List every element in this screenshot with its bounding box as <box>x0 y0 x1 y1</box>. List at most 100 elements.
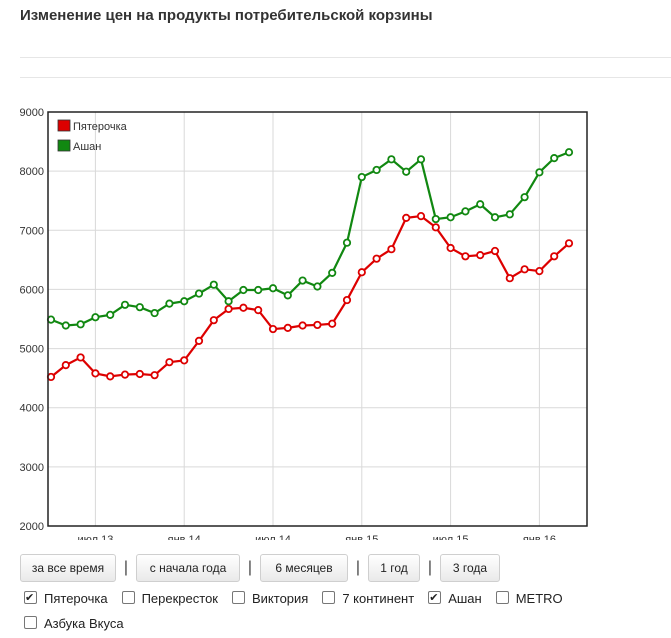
data-point <box>150 308 159 318</box>
one-year-button[interactable]: 1 год <box>368 554 420 582</box>
store-label: Перекресток <box>141 591 218 606</box>
data-point <box>283 323 292 332</box>
data-point <box>505 274 514 283</box>
data-point <box>372 165 381 175</box>
data-point <box>520 265 529 274</box>
plot-background <box>48 112 587 526</box>
store-checkboxes: Пятерочка Перекресток Виктория 7 континент А… <box>24 586 664 636</box>
data-point <box>165 358 174 367</box>
y-tick-label: 3000 <box>20 462 44 474</box>
checkbox-unchecked-icon[interactable] <box>232 591 245 604</box>
checkbox-checked-icon[interactable] <box>24 586 37 611</box>
x-tick-label: янв 15 <box>345 534 378 540</box>
price-chart: 2000 3000 4000 5000 6000 7000 8000 9000 июл 13 ян… <box>20 107 588 540</box>
three-years-button[interactable]: 3 года <box>440 554 500 582</box>
y-tick-label: 4000 <box>20 403 44 415</box>
legend-label[interactable]: Пятерочка <box>73 121 128 133</box>
data-point <box>209 280 218 289</box>
data-point <box>61 321 70 330</box>
legend-label[interactable]: Ашан <box>73 141 101 153</box>
checkbox-checked-icon[interactable] <box>428 586 442 611</box>
checkbox-unchecked-icon[interactable] <box>322 591 336 604</box>
store-checkbox-3[interactable]: Виктория <box>232 586 308 611</box>
legend-swatch[interactable] <box>57 139 71 152</box>
divider <box>20 57 671 58</box>
store-checkbox-6[interactable]: METRO <box>495 586 563 611</box>
y-tick-label: 2000 <box>20 521 44 533</box>
data-point <box>446 243 455 253</box>
data-point <box>91 313 100 322</box>
checkbox-unchecked-icon[interactable] <box>24 616 37 629</box>
data-point <box>461 207 470 216</box>
chart-legend[interactable]: Пятерочка Ашан <box>57 119 128 153</box>
data-point <box>91 369 100 378</box>
data-point <box>416 211 426 221</box>
button-separator: | <box>355 559 361 576</box>
data-point <box>224 297 233 306</box>
store-checkbox-2[interactable]: Перекресток <box>121 586 218 611</box>
data-point <box>120 300 130 309</box>
data-point <box>76 320 85 329</box>
data-point <box>372 254 381 263</box>
data-point <box>76 353 85 362</box>
year-to-date-button[interactable]: с начала года <box>136 554 240 582</box>
data-point <box>254 306 263 315</box>
data-point <box>46 372 56 382</box>
x-tick-label: июл 15 <box>433 534 469 540</box>
divider <box>20 77 671 78</box>
data-point <box>180 356 189 365</box>
data-point <box>342 295 352 305</box>
chart-axes: 2000 3000 4000 5000 6000 7000 8000 9000 июл 13 ян… <box>20 107 588 540</box>
all-time-button[interactable]: за все время <box>20 554 116 582</box>
data-point <box>239 303 248 312</box>
y-tick-label: 5000 <box>20 344 44 356</box>
data-point <box>387 155 396 164</box>
x-tick-label: янв 16 <box>523 534 556 540</box>
data-point <box>313 282 322 291</box>
data-point <box>535 168 544 177</box>
data-point <box>224 304 233 314</box>
data-point <box>416 155 426 164</box>
data-point <box>402 167 411 176</box>
store-checkbox-7[interactable]: Азбука Вкуса <box>24 611 124 636</box>
store-label: Виктория <box>252 591 309 606</box>
data-point <box>446 213 455 222</box>
data-point <box>535 266 544 276</box>
store-label: 7 континент <box>342 591 415 606</box>
button-separator: | <box>123 559 129 576</box>
six-months-button[interactable]: 6 месяцев <box>260 554 348 582</box>
y-tick-label: 6000 <box>20 284 44 296</box>
data-point <box>490 246 500 256</box>
store-label: Ашан <box>448 591 482 606</box>
data-point <box>194 289 204 298</box>
data-point <box>194 336 204 345</box>
data-point <box>520 193 529 202</box>
data-point <box>490 213 500 222</box>
data-point <box>209 316 218 325</box>
legend-swatch[interactable] <box>57 119 71 132</box>
data-point <box>135 369 144 379</box>
checkbox-unchecked-icon[interactable] <box>495 591 509 604</box>
store-checkbox-1[interactable]: Пятерочка <box>24 586 108 611</box>
data-point <box>431 223 440 232</box>
store-checkbox-4[interactable]: 7 континент <box>322 586 414 611</box>
data-point <box>298 276 307 285</box>
store-label: METRO <box>515 591 563 606</box>
y-tick-label: 8000 <box>20 166 44 178</box>
data-point <box>150 371 159 380</box>
data-point <box>431 214 440 224</box>
data-point <box>402 213 411 222</box>
chart-grid <box>48 111 587 527</box>
x-tick-label: июл 14 <box>255 534 291 540</box>
data-point <box>120 370 130 379</box>
store-checkbox-5[interactable]: Ашан <box>428 586 482 611</box>
data-point <box>476 251 485 260</box>
data-point <box>165 299 174 308</box>
data-point <box>313 320 322 330</box>
store-label: Пятерочка <box>44 591 108 606</box>
data-point <box>180 297 189 306</box>
y-tick-label: 7000 <box>20 225 44 237</box>
store-label: Азбука Вкуса <box>44 616 124 631</box>
checkbox-unchecked-icon[interactable] <box>121 591 135 604</box>
data-point <box>61 361 70 370</box>
